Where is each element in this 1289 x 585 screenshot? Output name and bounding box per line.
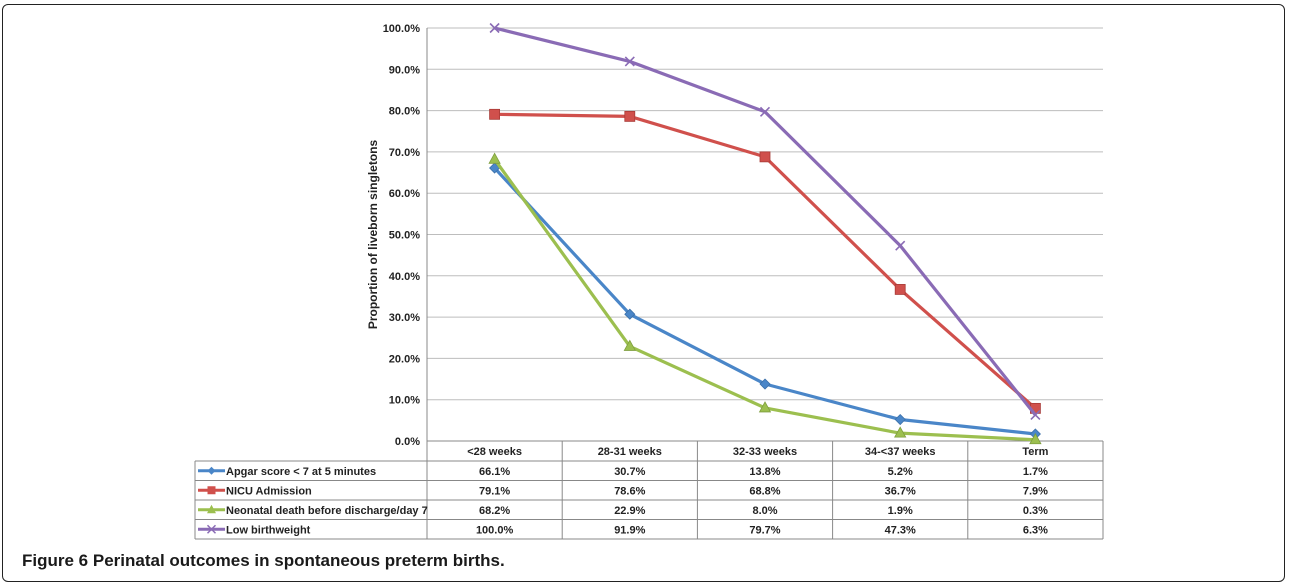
data-point-s1-2 xyxy=(624,308,636,320)
y-tick-label: 30.0% xyxy=(389,312,420,324)
data-point-s4-4 xyxy=(895,240,906,251)
y-tick-label: 40.0% xyxy=(389,271,420,283)
y-tick-label: 80.0% xyxy=(389,106,420,118)
legend-entry: NICU Admission xyxy=(226,485,312,497)
data-point-s3-1 xyxy=(488,152,501,164)
data-point-s3-4 xyxy=(894,426,907,438)
y-tick-label: 10.0% xyxy=(389,395,420,407)
legend-entry: Low birthweight xyxy=(226,524,311,536)
data-label: 7.9% xyxy=(1023,485,1048,497)
series-line-1 xyxy=(493,166,1036,436)
data-point-s3-3 xyxy=(758,401,772,413)
y-tick-label: 0.0% xyxy=(395,436,420,448)
y-tick-label: 50.0% xyxy=(389,230,420,242)
data-point-s2-2 xyxy=(624,110,636,122)
data-label: 79.7% xyxy=(749,524,780,536)
data-point-s3-2 xyxy=(623,339,636,351)
y-axis-label: Proportion of liveborn singletons xyxy=(366,140,380,330)
data-label: 79.1% xyxy=(479,485,510,497)
legend-key-marker xyxy=(206,524,217,534)
data-point-s4-5 xyxy=(1030,409,1041,421)
data-label: 30.7% xyxy=(614,466,645,478)
figure-caption-text: Perinatal outcomes in spontaneous preter… xyxy=(92,551,505,570)
y-tick-label: 20.0% xyxy=(389,353,420,365)
legend-entry: Neonatal death before discharge/day 7 xyxy=(226,505,428,517)
data-label: 91.9% xyxy=(614,524,645,536)
data-point-s4-3 xyxy=(759,106,771,117)
data-point-s1-3 xyxy=(759,378,771,390)
legend-key-marker xyxy=(207,486,216,495)
data-label: 1.7% xyxy=(1023,466,1048,478)
series-line-3 xyxy=(493,158,1036,442)
data-label: 36.7% xyxy=(885,485,916,497)
data-point-s2-1 xyxy=(489,108,501,120)
y-tick-label: 100.0% xyxy=(383,23,421,35)
data-label: 78.6% xyxy=(614,485,645,497)
data-label: 0.3% xyxy=(1023,505,1048,517)
figure-label: Figure 6 xyxy=(22,551,89,570)
line-chart: 0.0% 10.0% 20.0% 30.0% 40.0% 50.0% 60.0% 70.0% 8… xyxy=(194,22,1104,540)
series-line-4 xyxy=(494,26,1037,416)
x-tick-label: Term xyxy=(1022,446,1048,458)
data-label: 100.0% xyxy=(476,524,514,536)
data-point-s2-4 xyxy=(894,284,906,295)
figure-frame xyxy=(2,4,1285,582)
data-label: 47.3% xyxy=(885,524,916,536)
data-label: 68.8% xyxy=(749,485,780,497)
data-point-s1-4 xyxy=(894,413,906,426)
legend-key-marker xyxy=(207,504,216,514)
data-label: 66.1% xyxy=(479,466,510,478)
data-label: 22.9% xyxy=(614,505,645,517)
data-point-s2-3 xyxy=(759,151,771,163)
data-point-s3-5 xyxy=(1029,432,1042,445)
x-tick-label: 32-33 weeks xyxy=(733,446,797,458)
data-point-s4-1 xyxy=(489,22,500,34)
y-tick-label: 70.0% xyxy=(389,147,420,159)
data-label: 6.3% xyxy=(1023,524,1048,536)
data-label: 68.2% xyxy=(479,505,510,517)
data-label: 5.2% xyxy=(888,466,913,478)
data-label: 8.0% xyxy=(752,505,777,517)
y-tick-label: 90.0% xyxy=(389,64,420,76)
x-tick-label: 28-31 weeks xyxy=(598,446,662,458)
legend-entry: Apgar score < 7 at 5 minutes xyxy=(226,466,376,478)
x-tick-label: 34-<37 weeks xyxy=(865,446,936,458)
figure-caption: Figure 6 Perinatal outcomes in spontaneo… xyxy=(22,551,505,571)
x-tick-label: <28 weeks xyxy=(467,446,522,458)
legend-key-marker xyxy=(207,466,216,475)
data-label: 13.8% xyxy=(749,466,780,478)
data-label: 1.9% xyxy=(888,505,913,517)
y-tick-label: 60.0% xyxy=(389,188,420,200)
data-point-s4-2 xyxy=(624,56,635,67)
